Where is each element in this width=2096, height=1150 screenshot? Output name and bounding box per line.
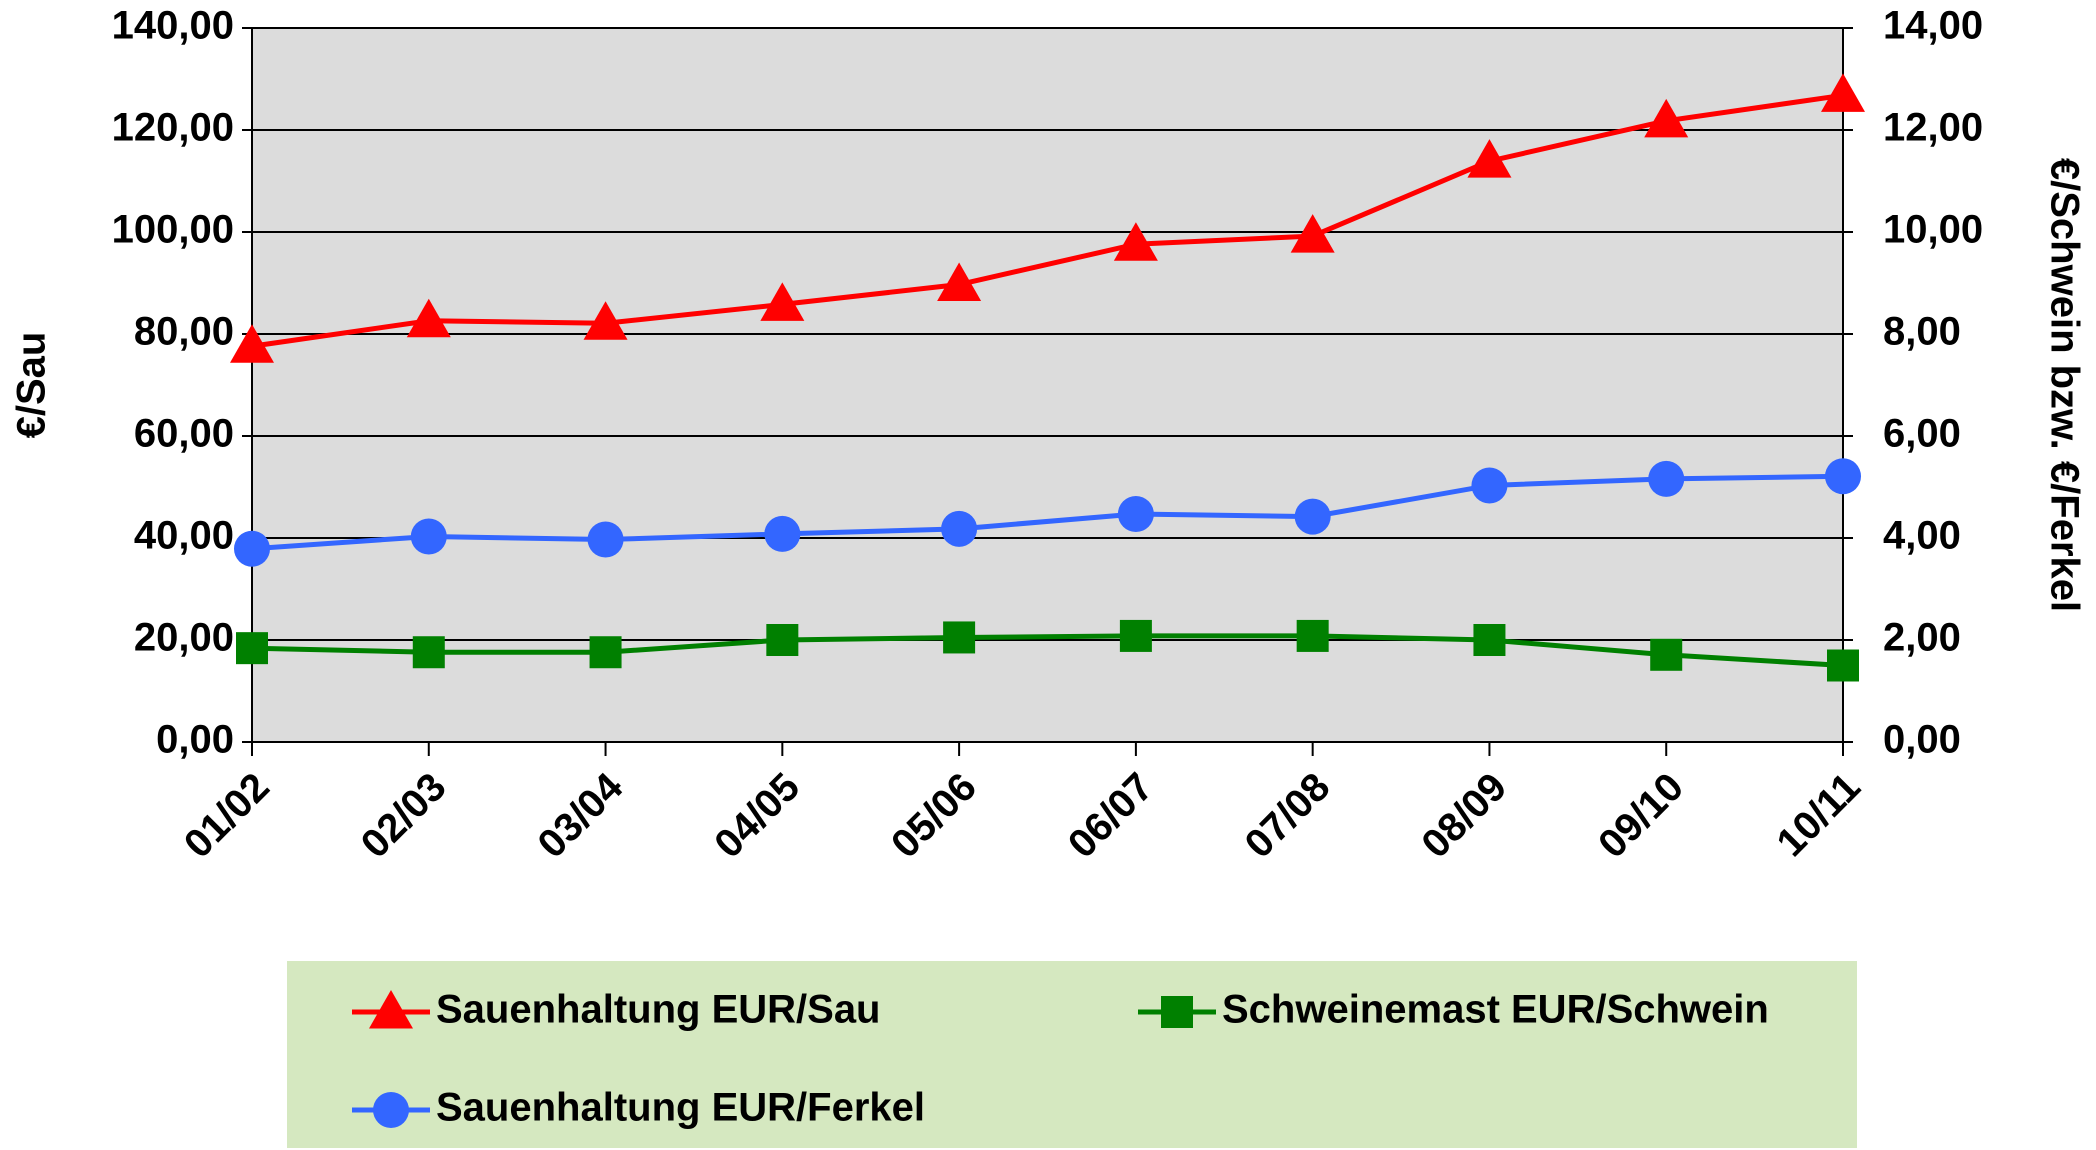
legend-label: Sauenhaltung EUR/Sau — [436, 988, 881, 1032]
y-tick-label: 60,00 — [134, 412, 234, 456]
marker — [236, 632, 268, 665]
series-line — [251, 92, 1844, 349]
marker — [1827, 649, 1859, 682]
marker — [1473, 624, 1506, 656]
x-tick-label: 01/02 — [176, 765, 278, 867]
marker — [760, 282, 805, 321]
y2-tick-label: 6,00 — [1883, 412, 1961, 456]
x-tick-label: 08/09 — [1413, 765, 1515, 867]
y2-tick-label: 4,00 — [1883, 514, 1961, 558]
y-tick-label: 80,00 — [134, 310, 234, 354]
marker — [589, 636, 622, 669]
x-tick-label: 03/04 — [529, 764, 631, 866]
marker — [1471, 467, 1508, 504]
marker — [587, 521, 624, 558]
marker — [766, 624, 799, 656]
x-tick-label: 05/06 — [883, 765, 985, 867]
x-tick-label: 06/07 — [1060, 765, 1162, 867]
y2-tick-label: 12,00 — [1883, 106, 1983, 150]
x-tick-label: 10/11 — [1769, 765, 1869, 865]
marker — [234, 530, 270, 567]
y2-tick-label: 0,00 — [1883, 718, 1961, 762]
y2-tick-label: 8,00 — [1883, 310, 1961, 354]
marker — [1825, 458, 1861, 495]
y2-tick-label: 14,00 — [1883, 4, 1983, 48]
marker — [1113, 222, 1158, 261]
marker — [373, 1092, 409, 1128]
marker — [230, 324, 274, 363]
x-tick-label: 02/03 — [353, 765, 455, 867]
legend-label: Sauenhaltung EUR/Ferkel — [436, 1086, 925, 1130]
marker — [937, 262, 982, 302]
legend-label: Schweinemast EUR/Schwein — [1222, 988, 1769, 1032]
y2-tick-label: 10,00 — [1883, 208, 1983, 252]
marker — [1161, 996, 1193, 1028]
y-tick-label: 20,00 — [134, 616, 234, 660]
marker — [1467, 139, 1512, 178]
marker — [1119, 619, 1152, 652]
marker — [1650, 638, 1683, 671]
x-tick-label: 07/08 — [1237, 765, 1339, 867]
y2-tick-label: 2,00 — [1883, 616, 1961, 660]
marker — [1296, 619, 1329, 652]
marker — [1648, 460, 1685, 497]
y-axis-title: €/Sau — [10, 332, 54, 439]
marker — [369, 990, 413, 1029]
x-tick-label: 09/10 — [1590, 765, 1692, 867]
y-tick-label: 0,00 — [156, 718, 234, 762]
marker — [1294, 498, 1331, 535]
marker — [943, 621, 976, 654]
legend-box — [287, 961, 1857, 1148]
y-tick-label: 120,00 — [112, 106, 234, 150]
series-line — [251, 473, 1844, 552]
marker — [1644, 98, 1689, 138]
x-tick-label: 04/05 — [706, 765, 808, 867]
marker — [412, 636, 445, 669]
y-tick-label: 40,00 — [134, 514, 234, 558]
plot-area — [252, 28, 1843, 742]
marker — [410, 518, 447, 555]
marker — [1821, 73, 1865, 112]
y-tick-label: 100,00 — [112, 208, 234, 252]
y2-axis-title: €/Schwein bzw. €/Ferkel — [2042, 158, 2086, 612]
marker — [406, 298, 451, 338]
marker — [764, 515, 801, 552]
marker — [1117, 496, 1154, 533]
y-tick-label: 140,00 — [112, 4, 234, 48]
series-line — [251, 633, 1844, 668]
marker — [941, 510, 978, 547]
marker — [583, 301, 628, 340]
marker — [1290, 214, 1335, 253]
